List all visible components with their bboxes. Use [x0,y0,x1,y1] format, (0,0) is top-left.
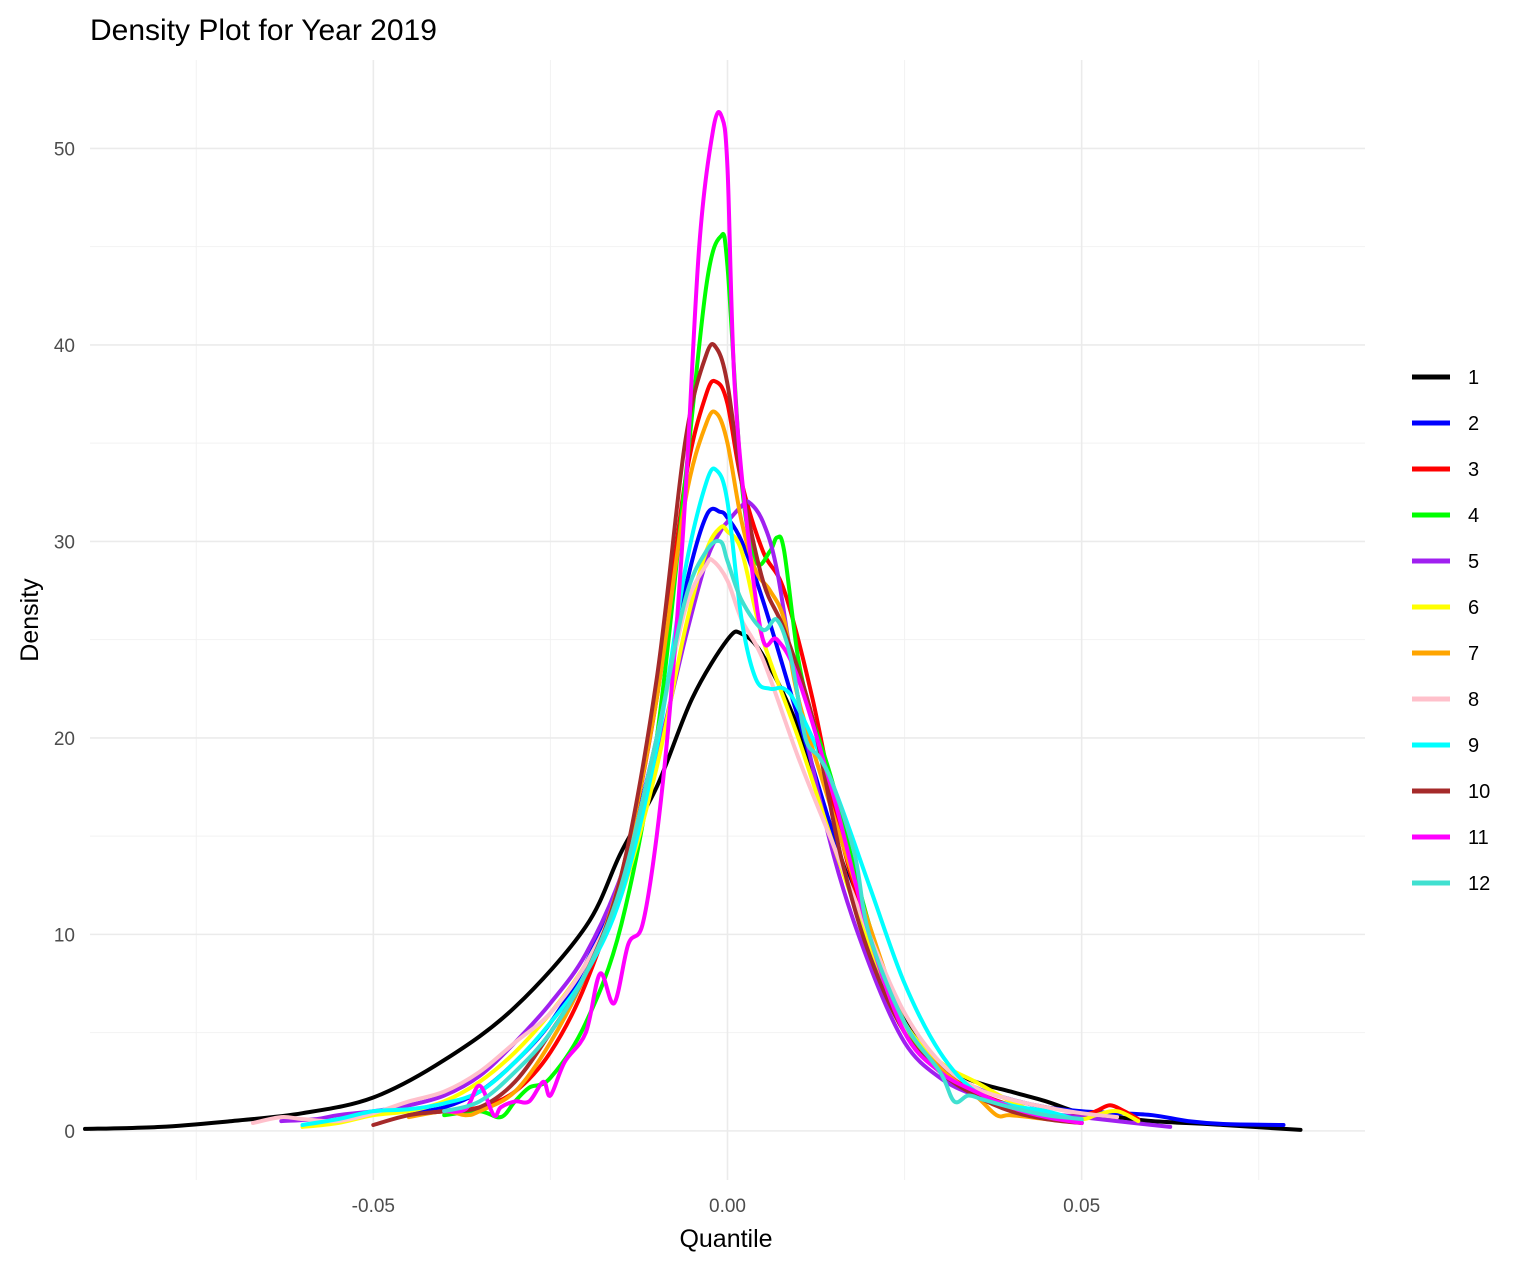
x-axis-title: Quantile [679,1225,772,1253]
series-line-7 [406,409,1084,1125]
series-line-8 [250,556,1120,1125]
y-tick-label: 0 [64,1122,75,1143]
y-tick-label: 40 [54,336,75,357]
y-axis-ticks: 0 10 20 30 40 50 [54,139,75,1142]
legend-label-12: 12 [1468,873,1490,895]
x-tick-label: -0.05 [352,1196,395,1217]
legend-label-7: 7 [1468,643,1479,665]
series-line-11 [442,110,1084,1125]
series-line-6 [300,524,1141,1129]
legend-label-5: 5 [1468,551,1479,573]
series-line-9 [300,466,1084,1127]
y-tick-label: 10 [54,925,75,946]
series-line-3 [406,378,1141,1122]
x-axis-ticks: -0.05 0.00 0.05 [352,1196,1100,1217]
y-tick-label: 20 [54,729,75,750]
y-axis-title: Density [16,578,44,662]
density-lines [83,110,1303,1132]
y-tick-label: 50 [54,139,75,160]
y-tick-label: 30 [54,532,75,553]
legend-label-6: 6 [1468,597,1479,619]
legend-label-3: 3 [1468,459,1479,481]
x-tick-label: 0.05 [1063,1196,1100,1217]
legend-label-1: 1 [1468,367,1479,389]
legend-label-11: 11 [1468,827,1489,849]
legend-label-10: 10 [1468,781,1490,803]
series-line-12 [442,538,1084,1122]
x-tick-label: 0.00 [709,1196,746,1217]
legend-label-2: 2 [1468,413,1479,435]
legend-label-9: 9 [1468,735,1479,757]
series-line-1 [83,629,1303,1132]
legend-label-4: 4 [1468,505,1479,527]
chart-title: Density Plot for Year 2019 [90,14,437,47]
series-line-4 [442,231,1084,1125]
legend-label-8: 8 [1468,689,1479,711]
